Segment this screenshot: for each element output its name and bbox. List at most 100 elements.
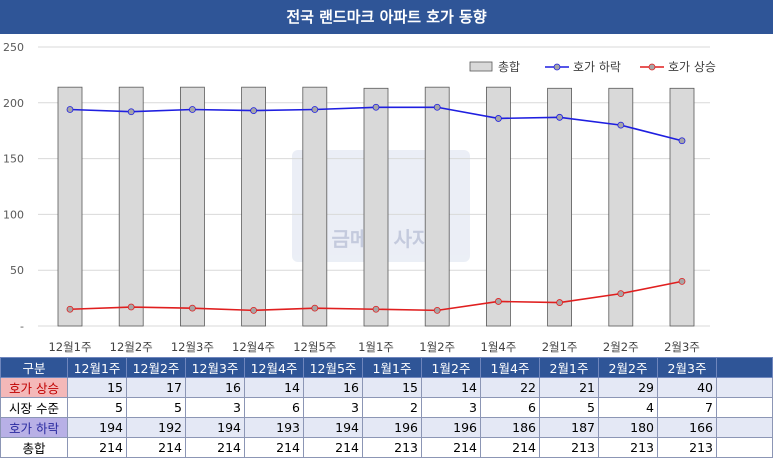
down-series-point <box>127 108 135 116</box>
up-series-point <box>678 277 686 285</box>
data-table: 구분 12월1주 12월2주 12월3주 12월4주 12월5주 1월1주 1월2주 1월4주 2… <box>0 357 773 458</box>
table-cell: 15 <box>362 377 422 398</box>
bar <box>424 86 450 327</box>
x-tick-label: 12월1주 <box>48 340 91 354</box>
legend-swatch-marker <box>648 63 656 71</box>
up-series-point <box>66 305 74 313</box>
row-label: 시장 수준 <box>0 397 68 418</box>
bar <box>179 86 205 327</box>
table-cell: 194 <box>303 417 363 438</box>
down-series-point <box>433 103 441 111</box>
x-tick-label: 1월2주 <box>419 340 455 354</box>
y-tick-label: 100 <box>3 208 24 221</box>
legend-swatch-bar <box>469 61 493 72</box>
table-header-cell: 2월1주 <box>539 357 599 378</box>
x-tick-label: 12월5주 <box>293 340 336 354</box>
table-cell: 21 <box>539 377 599 398</box>
table-cell: 4 <box>598 397 658 418</box>
down-series-point <box>66 106 74 113</box>
bar <box>363 87 389 327</box>
table-cell: 17 <box>126 377 186 398</box>
bar <box>485 86 511 327</box>
table-cell: 213 <box>657 437 717 458</box>
table-cell: 213 <box>598 437 658 458</box>
row-label: 총합 <box>0 437 68 458</box>
down-series-point <box>678 137 686 145</box>
up-series-point <box>556 299 563 306</box>
table-header-cell: 12월1주 <box>67 357 127 378</box>
table-cell-empty <box>716 397 773 418</box>
down-series-point <box>494 115 502 122</box>
table-cell: 214 <box>185 437 245 458</box>
table-cell: 214 <box>303 437 363 458</box>
table-cell: 16 <box>185 377 245 398</box>
table-cell: 192 <box>126 417 186 438</box>
table-cell: 180 <box>598 417 658 438</box>
table-cell: 2 <box>362 397 422 418</box>
up-series-point <box>127 303 135 311</box>
table-cell: 5 <box>67 397 127 418</box>
down-series-point <box>617 121 625 129</box>
x-tick-label: 2월1주 <box>542 340 578 354</box>
up-series-point <box>311 304 319 312</box>
y-tick-label: 50 <box>10 264 24 277</box>
table-cell: 40 <box>657 377 717 398</box>
table-cell: 5 <box>126 397 186 418</box>
legend-swatch-marker <box>553 63 561 71</box>
x-tick-label: 12월3주 <box>171 340 214 354</box>
table-cell: 214 <box>480 437 540 458</box>
up-series-point <box>188 304 196 312</box>
x-tick-label: 1월1주 <box>358 340 394 354</box>
table-row: 호가 상승 15 17 16 14 16 15 14 22 21 29 40 <box>0 377 773 398</box>
bar <box>669 87 695 327</box>
down-series-point <box>372 103 380 111</box>
table-cell: 29 <box>598 377 658 398</box>
table-cell: 193 <box>244 417 304 438</box>
table-row: 시장 수준 5 5 3 6 3 2 3 6 5 4 7 <box>0 397 773 418</box>
up-series-point <box>494 298 502 305</box>
down-series-point <box>250 107 258 115</box>
x-tick-label: 12월2주 <box>110 340 153 354</box>
table-header-cell: 1월2주 <box>421 357 481 378</box>
table-cell: 213 <box>362 437 422 458</box>
table-cell: 3 <box>185 397 245 418</box>
table-cell: 166 <box>657 417 717 438</box>
bar <box>57 86 83 327</box>
table-cell: 5 <box>539 397 599 418</box>
down-series-point <box>556 113 563 121</box>
y-tick-label: 250 <box>3 41 24 54</box>
table-header-cell: 구분 <box>0 357 68 378</box>
table-cell: 196 <box>362 417 422 438</box>
row-label: 호가 상승 <box>0 377 68 398</box>
table-cell: 7 <box>657 397 717 418</box>
table-header-row: 구분 12월1주 12월2주 12월3주 12월4주 12월5주 1월1주 1월2주 1월4주 2… <box>0 357 773 378</box>
legend-label: 총합 <box>498 60 520 74</box>
table-row: 총합 214 214 214 214 214 213 214 214 213 213 213 <box>0 437 773 458</box>
table-cell: 3 <box>421 397 481 418</box>
y-tick-label: - <box>20 320 24 333</box>
table-header-cell: 1월1주 <box>362 357 422 378</box>
table-cell: 6 <box>244 397 304 418</box>
table-cell: 22 <box>480 377 540 398</box>
table-header-cell <box>716 357 773 378</box>
table-header-cell: 2월3주 <box>657 357 717 378</box>
legend-label: 호가 하락 <box>573 60 621 74</box>
table-cell: 14 <box>421 377 481 398</box>
table-cell: 15 <box>67 377 127 398</box>
table-cell: 14 <box>244 377 304 398</box>
table-cell: 6 <box>480 397 540 418</box>
table-cell-empty <box>716 417 773 438</box>
table-cell: 194 <box>185 417 245 438</box>
x-tick-label: 2월3주 <box>664 340 700 354</box>
table-header-cell: 12월2주 <box>126 357 186 378</box>
bar <box>118 86 144 327</box>
bar <box>547 87 572 327</box>
table-cell: 214 <box>421 437 481 458</box>
x-tick-label: 12월4주 <box>232 340 275 354</box>
table-cell: 16 <box>303 377 363 398</box>
up-series-point <box>433 306 441 314</box>
table-cell: 187 <box>539 417 599 438</box>
y-tick-label: 150 <box>3 153 24 166</box>
table-row: 호가 하락 194 192 194 193 194 196 196 186 187 180 166 <box>0 417 773 438</box>
down-series-point <box>311 106 319 113</box>
